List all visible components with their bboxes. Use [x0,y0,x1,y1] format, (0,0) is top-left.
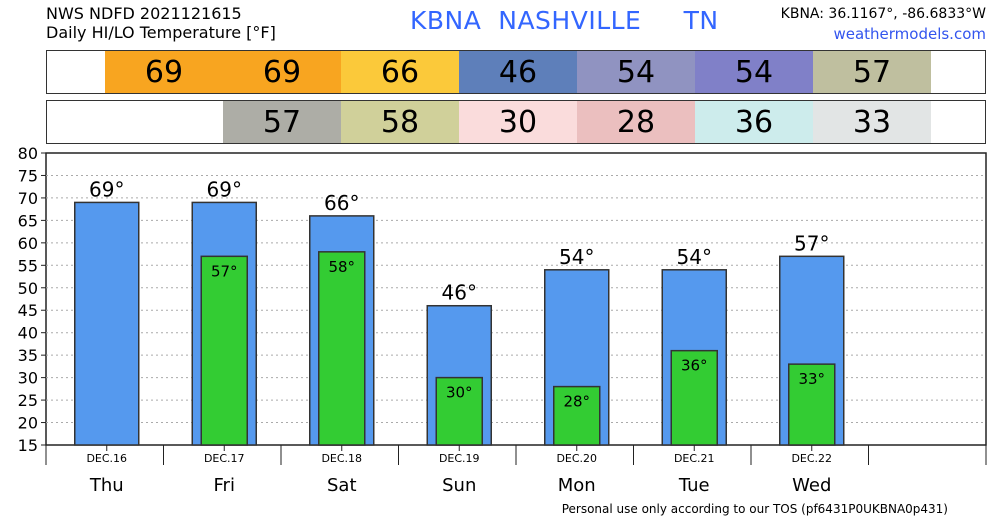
y-tick-label: 30 [18,369,38,388]
model-run-title: NWS NDFD 2021121615 [46,4,242,23]
lo-temp-bar [318,251,366,446]
y-tick-label: 50 [18,279,38,298]
y-tick-label: 75 [18,166,38,185]
y-tick-label: 55 [18,256,38,275]
hi-temp-cell: 69 [223,51,341,93]
y-tick-label: 20 [18,414,38,433]
hi-temp-label: 66° [324,191,359,215]
lo-temp-label: 28° [563,393,590,411]
x-date-label: DEC.16 [86,452,127,465]
x-day-label: Wed [792,475,831,496]
x-date-label: DEC.18 [321,452,362,465]
site-link[interactable]: weathermodels.com [833,25,986,43]
lo-temp-strip: 57 58 30 28 36 33 [46,100,986,144]
y-tick-label: 40 [18,324,38,343]
x-day-label: Thu [89,475,124,496]
tos-footer: Personal use only according to our TOS (… [561,502,948,516]
y-tick-label: 15 [18,436,38,455]
y-tick-label: 60 [18,234,38,253]
hi-temp-label: 54° [559,245,594,269]
x-day-label: Mon [558,475,596,496]
hi-temp-label: 69° [207,177,242,201]
lo-temp-bar [200,255,248,446]
x-day-label: Sun [442,475,476,496]
y-tick-label: 35 [18,346,38,365]
hi-temp-bar [74,201,140,446]
chart-header: NWS NDFD 2021121615 Daily HI/LO Temperat… [46,4,276,42]
y-tick-label: 70 [18,189,38,208]
lo-temp-cell: 36 [695,101,813,143]
x-day-label: Sat [327,475,357,496]
lo-temp-cell: 58 [341,101,459,143]
x-day-label: Fri [214,475,235,496]
hi-temp-label: 69° [89,177,124,201]
strip-cell-empty [47,51,105,93]
y-tick-label: 65 [18,211,38,230]
hi-temp-cell: 57 [813,51,931,93]
plot-frame [45,152,987,446]
station-coords: KBNA: 36.1167°, -86.6833°W [780,6,986,22]
x-day-label: Tue [678,475,710,496]
product-title: Daily HI/LO Temperature [°F] [46,23,276,42]
hi-temp-cell: 66 [341,51,459,93]
x-date-label: DEC.19 [439,452,480,465]
x-date-label: DEC.22 [791,452,832,465]
hi-temp-strip: 69 69 66 46 54 54 57 [46,50,986,94]
lo-temp-bar [670,349,718,446]
hi-temp-cell: 54 [577,51,695,93]
lo-temp-bar [435,376,483,446]
y-tick-label: 25 [18,391,38,410]
hi-temp-label: 54° [677,245,712,269]
lo-temp-cell: 28 [577,101,695,143]
y-tick-label: 45 [18,301,38,320]
lo-temp-label: 30° [446,384,473,402]
lo-temp-label: 36° [681,357,708,375]
y-tick-label: 80 [18,145,38,163]
x-date-label: DEC.21 [674,452,715,465]
hi-temp-cell: 69 [105,51,223,93]
lo-temp-bar [553,385,601,446]
hi-temp-cell: 46 [459,51,577,93]
x-date-label: DEC.17 [204,452,245,465]
station-info: KBNA: 36.1167°, -86.6833°W weathermodels… [781,4,986,44]
temperature-bar-chart: 15 20 25 30 35 40 45 50 55 60 65 70 75 80 69° DEC.16 Thu… [18,145,987,496]
lo-temp-cell: 57 [223,101,341,143]
hi-temp-cell: 54 [695,51,813,93]
lo-temp-cell: 33 [813,101,931,143]
lo-temp-label: 58° [328,258,355,276]
station-title: KBNA NASHVILLE TN [410,6,719,35]
hi-temp-label: 57° [794,231,829,255]
strip-cell-empty [47,101,223,143]
hi-temp-label: 46° [442,281,477,305]
lo-temp-cell: 30 [459,101,577,143]
x-date-label: DEC.20 [556,452,597,465]
lo-temp-label: 33° [798,370,825,388]
lo-temp-label: 57° [211,262,238,280]
